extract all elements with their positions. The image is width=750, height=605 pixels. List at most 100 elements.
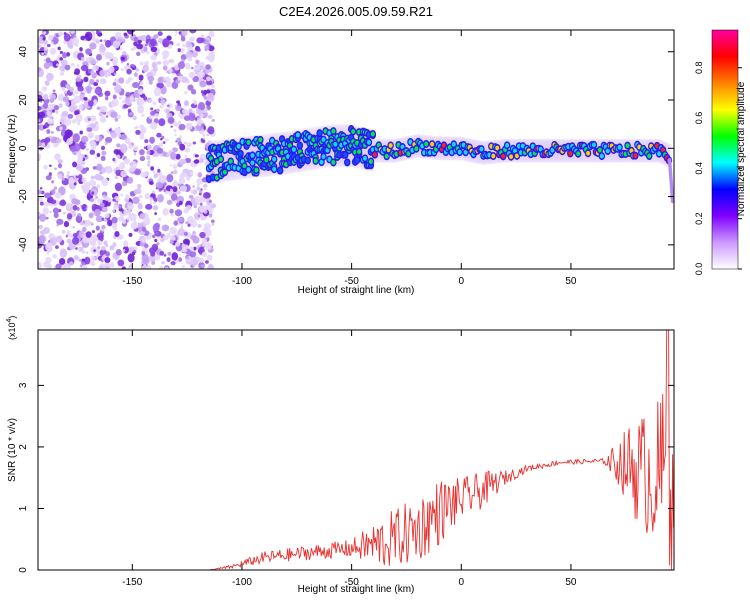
- spectrogram-noise-point: [38, 141, 42, 147]
- spectrogram-noise-point: [96, 106, 101, 110]
- spectrogram-noise-point: [148, 115, 154, 120]
- spectrogram-y-tick-label: -40: [18, 237, 29, 252]
- spectrogram-noise-point: [120, 47, 123, 51]
- snr-x-tick-label: 50: [565, 577, 577, 588]
- spectrogram-noise-point: [154, 238, 158, 243]
- spectrogram-noise-point: [158, 142, 164, 148]
- spectrogram-noise-point: [204, 187, 207, 191]
- spectrogram-noise-point: [121, 266, 126, 269]
- spectrogram-noise-point: [41, 142, 46, 148]
- spectrogram-noise-point: [169, 188, 173, 192]
- spectrogram-noise-point: [211, 118, 215, 122]
- spectrogram-noise-point: [184, 141, 187, 145]
- spectrogram-noise-point: [123, 209, 129, 216]
- spectrogram-noise-point: [182, 238, 190, 245]
- spectrogram-noise-point: [204, 260, 209, 264]
- spectrogram-noise-point: [79, 264, 83, 268]
- spectrogram-noise-point: [63, 33, 71, 42]
- spectrogram-noise-point: [149, 197, 154, 201]
- spectrogram-noise-point: [196, 184, 200, 187]
- spectrogram-noise-point: [55, 263, 62, 269]
- spectrogram-noise-point: [38, 139, 41, 143]
- spectrogram-noise-point: [128, 232, 133, 238]
- spectrogram-noise-point: [91, 37, 98, 42]
- spectrogram-ridge-core: [491, 153, 496, 159]
- spectrogram-noise-point: [101, 224, 106, 230]
- spectrogram-x-tick-label: -100: [232, 276, 252, 287]
- spectrogram-noise-point: [162, 151, 167, 157]
- spectrogram-noise-point: [184, 62, 191, 70]
- spectrogram-noise-point: [137, 222, 143, 228]
- spectrogram-noise-point: [179, 135, 183, 139]
- spectrogram-noise-point: [202, 183, 208, 188]
- spectrogram-noise-point: [143, 146, 147, 149]
- snr-x-ticks: -150 -100 -50 0 50: [122, 330, 577, 588]
- spectrogram-noise-point: [127, 77, 133, 82]
- spectrogram-noise-point: [156, 193, 164, 203]
- spectrogram-noise-point: [43, 59, 47, 62]
- spectrogram-ridge-core: [222, 169, 227, 175]
- spectrogram-noise-point: [122, 249, 126, 252]
- spectrogram-noise-point: [101, 206, 108, 213]
- spectrogram-noise-point: [148, 99, 152, 103]
- spectrogram-noise-point: [180, 224, 184, 227]
- spectrogram-noise-point: [52, 254, 57, 259]
- spectrogram-noise-point: [171, 252, 179, 261]
- spectrogram-noise-point: [159, 174, 167, 184]
- spectrogram-ridge-core: [495, 145, 500, 151]
- spectrogram-noise-point: [46, 111, 51, 116]
- spectrogram-noise-point: [49, 93, 56, 100]
- spectrogram-noise-point: [170, 151, 177, 160]
- spectrogram-noise-point: [176, 137, 182, 143]
- spectrogram-ridge-core: [388, 143, 393, 148]
- spectrogram-ridge-core: [362, 155, 367, 161]
- spectrogram-noise-point: [152, 190, 155, 194]
- spectrogram-noise-point: [126, 177, 134, 184]
- spectrogram-noise-point: [201, 34, 204, 38]
- spectrogram-noise-point: [61, 229, 66, 234]
- spectrogram-noise-point: [138, 74, 144, 81]
- spectrogram-noise-point: [100, 145, 106, 151]
- spectrogram-noise-point: [165, 138, 169, 142]
- spectrogram-noise-point: [155, 254, 161, 261]
- spectrogram-noise-point: [187, 223, 191, 227]
- spectrogram-noise-point: [66, 213, 73, 220]
- spectrogram-noise-point: [204, 222, 212, 230]
- spectrogram-noise-point: [114, 182, 122, 192]
- spectrogram-ridge-core: [366, 139, 371, 145]
- spectrogram-noise-point: [46, 44, 51, 48]
- spectrogram-noise-point: [43, 31, 47, 35]
- spectrogram-noise-point: [57, 173, 63, 179]
- spectrogram-noise-point: [72, 232, 78, 238]
- spectrogram-ridge-core: [242, 163, 247, 169]
- spectrogram-noise-point: [85, 85, 93, 92]
- spectrogram-noise-point: [123, 240, 129, 247]
- spectrogram-noise-point: [162, 141, 166, 144]
- spectrogram-noise-point: [97, 32, 103, 37]
- spectrogram-noise-point: [117, 36, 124, 43]
- spectrogram-noise-point: [105, 251, 110, 257]
- spectrogram-noise-point: [164, 76, 171, 84]
- spectrogram-noise-point: [170, 261, 176, 266]
- spectrogram-noise-point: [189, 246, 194, 251]
- spectrogram-noise-point: [159, 104, 164, 109]
- spectrogram-noise-point: [89, 42, 97, 50]
- spectrogram-noise-point: [123, 158, 131, 165]
- spectrogram-noise-point: [38, 261, 42, 269]
- spectrogram-noise-point: [153, 197, 158, 203]
- spectrogram-noise-point: [141, 251, 146, 256]
- spectrogram-noise-point: [106, 111, 111, 115]
- spectrogram-panel: -150 -100 -50 0 50 -40 -20 0 20 40 Height of str…: [7, 29, 675, 296]
- spectrogram-noise-point: [135, 67, 140, 72]
- spectrogram-noise-point: [75, 215, 82, 223]
- spectrogram-noise-point: [173, 128, 177, 133]
- spectrogram-noise-point: [108, 128, 112, 132]
- spectrogram-noise-point: [171, 181, 180, 188]
- spectrogram-noise-point: [207, 263, 214, 269]
- spectrogram-noise-point: [192, 263, 196, 268]
- spectrogram-noise-point: [204, 44, 210, 51]
- spectrogram-noise-point: [144, 192, 151, 200]
- spectrogram-noise-point: [147, 160, 151, 164]
- spectrogram-noise-point: [141, 237, 146, 243]
- spectrogram-noise-point: [83, 76, 89, 83]
